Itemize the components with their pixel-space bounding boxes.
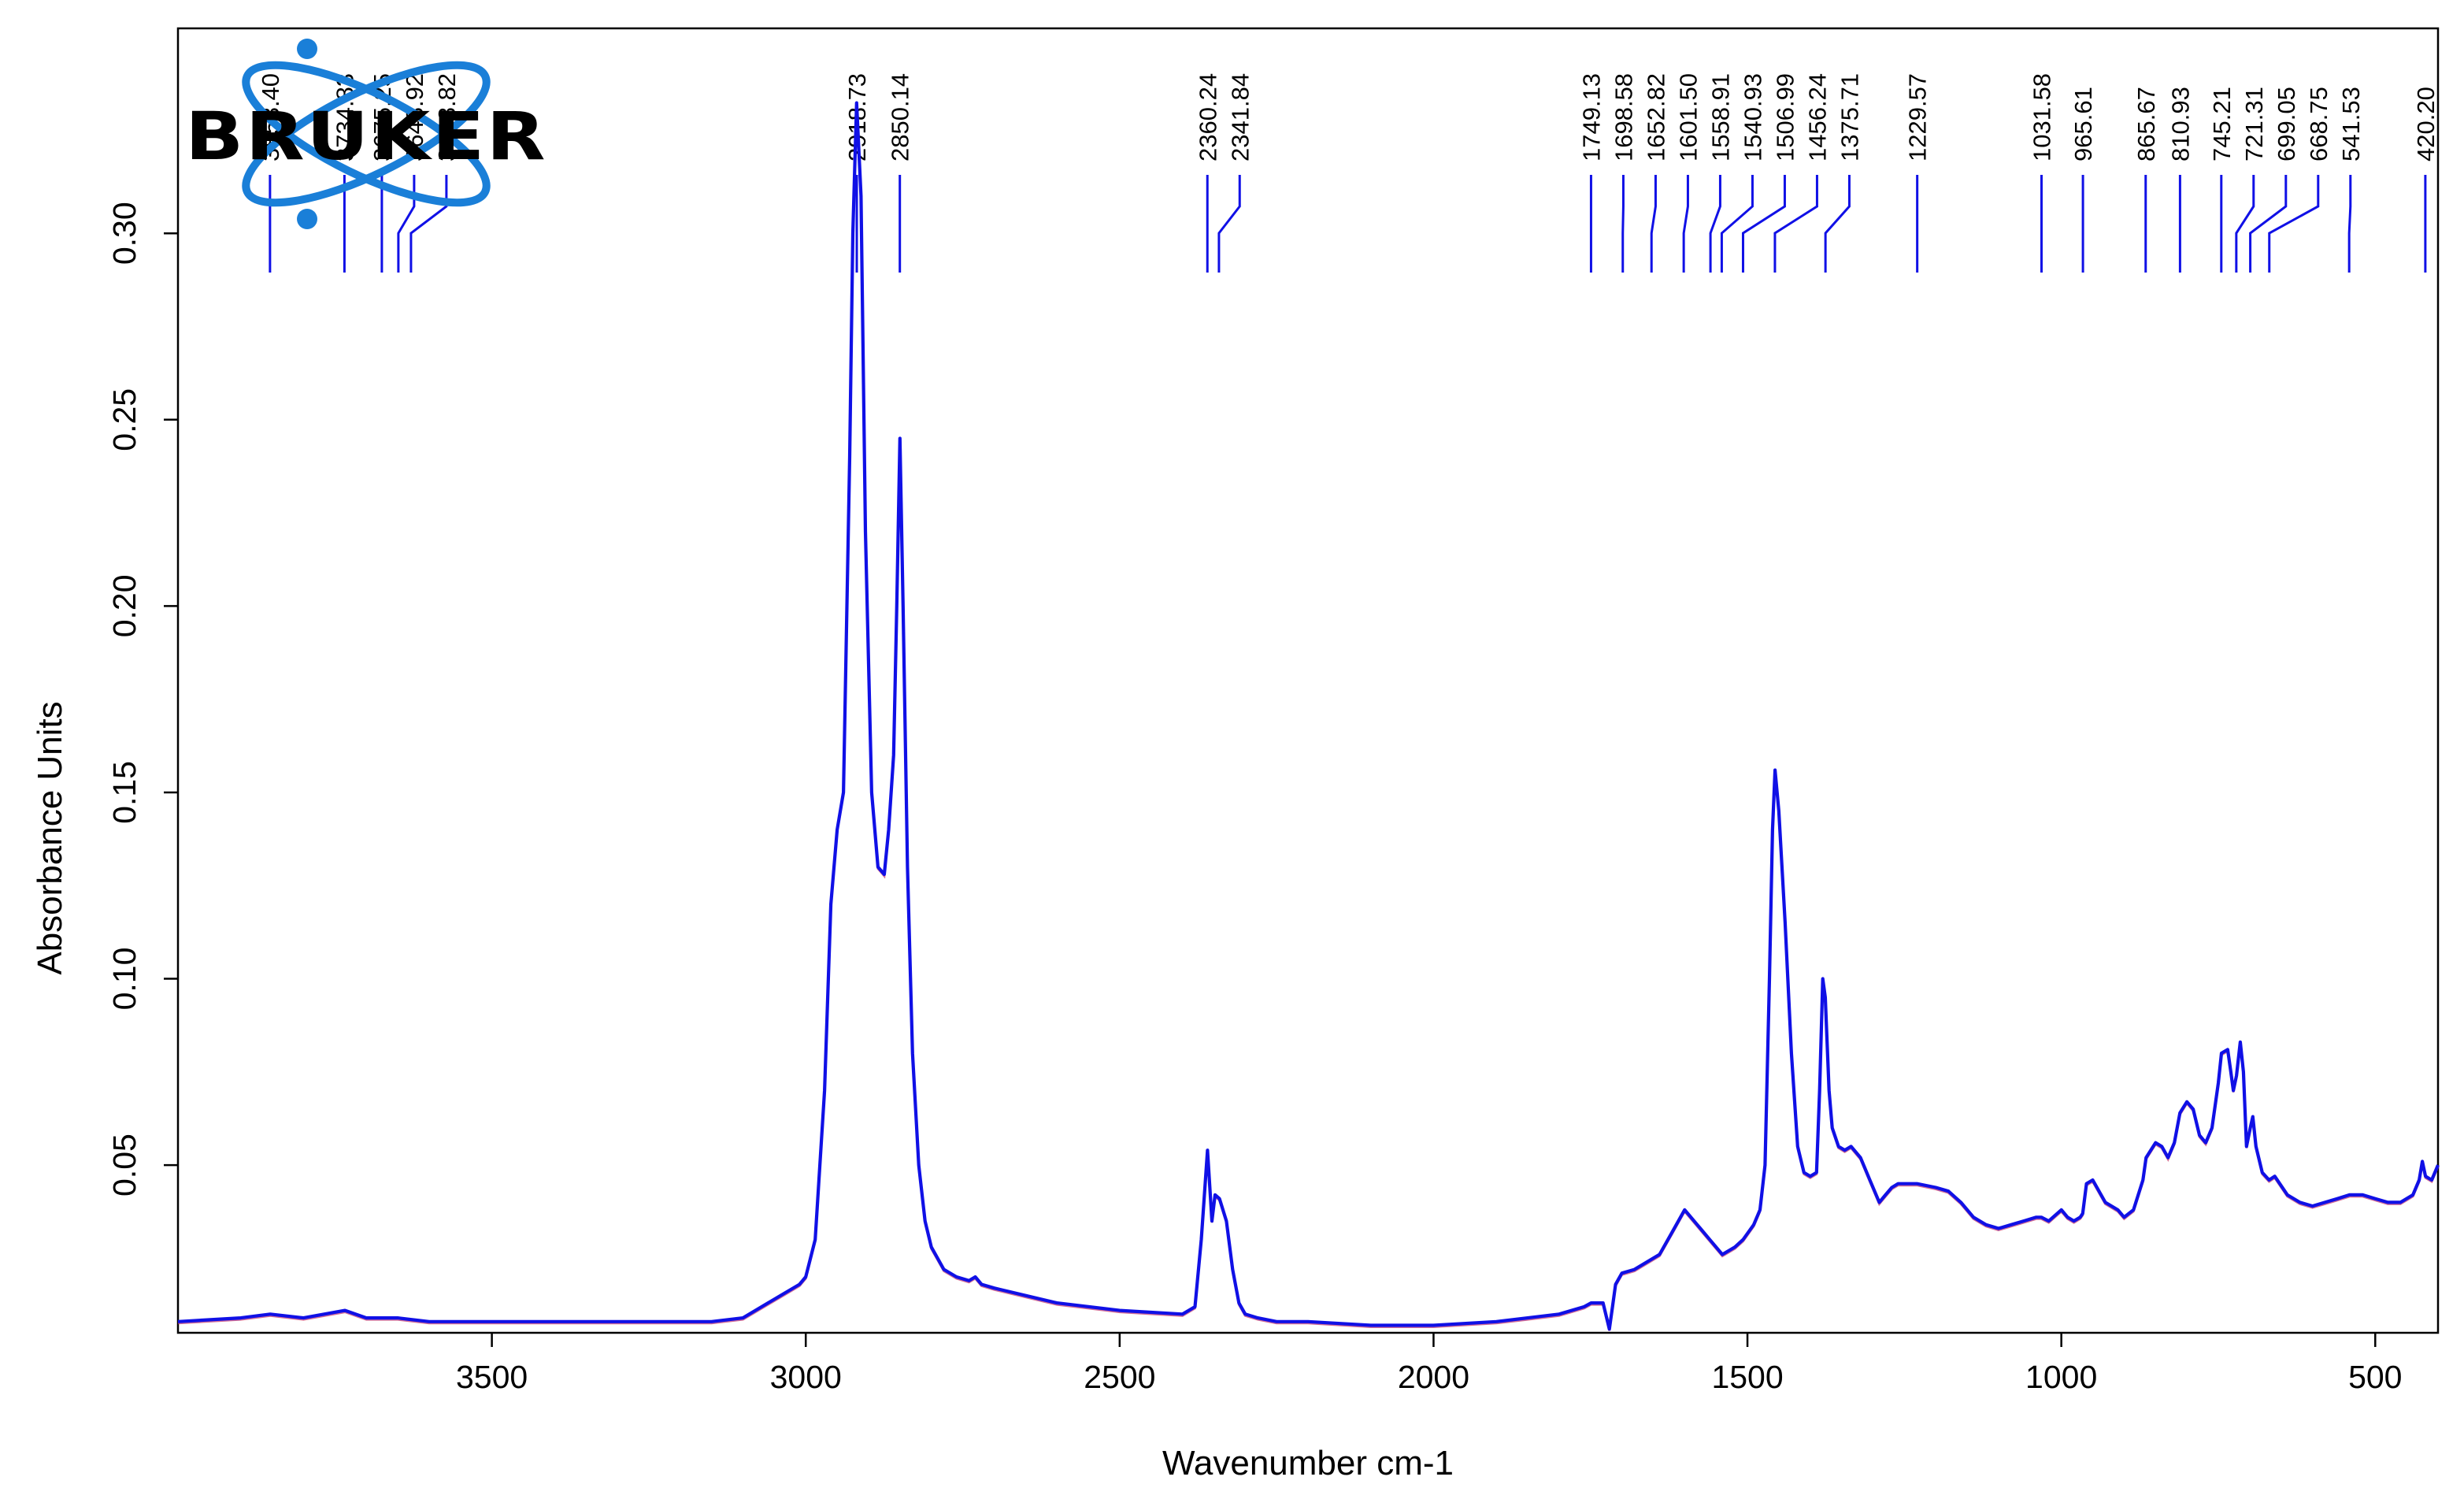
peak-marker-line bbox=[1709, 175, 1721, 273]
logo-text: BRUKER bbox=[185, 98, 547, 175]
peak-markers: 3853.40 3734.83 3675.25 3648.92 3628.82 2918.… bbox=[257, 73, 2440, 273]
peak-marker-line bbox=[1217, 175, 1241, 273]
peak-label: 1031.58 bbox=[2028, 73, 2055, 161]
peak-marker-line bbox=[1621, 175, 1625, 273]
x-tick-label: 3500 bbox=[456, 1359, 528, 1395]
y-tick-label: 0.15 bbox=[106, 761, 143, 824]
peak-label: 810.93 bbox=[2166, 87, 2194, 161]
peak-label: 745.21 bbox=[2208, 87, 2236, 161]
peak-label: 965.61 bbox=[2069, 87, 2097, 161]
y-tick-label: 0.10 bbox=[106, 948, 143, 1011]
peak-marker-line bbox=[397, 175, 416, 273]
peak-label: 1456.24 bbox=[1803, 73, 1831, 161]
peak-label: 1749.13 bbox=[1577, 73, 1605, 161]
peak-label: 541.53 bbox=[2337, 87, 2365, 161]
peak-marker-line bbox=[1741, 175, 1786, 273]
peak-marker-line bbox=[2268, 175, 2320, 273]
x-axis-title: Wavenumber cm-1 bbox=[1162, 1444, 1454, 1482]
peak-label: 1698.58 bbox=[1610, 73, 1637, 161]
peak-marker-line bbox=[2249, 175, 2288, 273]
peak-label: 2341.84 bbox=[1226, 73, 1254, 161]
peak-label: 865.67 bbox=[2132, 87, 2160, 161]
x-tick-label: 1000 bbox=[2025, 1359, 2097, 1395]
logo-orbit-ring bbox=[242, 61, 491, 207]
peak-label: 2850.14 bbox=[887, 73, 914, 161]
spectrum-line bbox=[177, 101, 2440, 1331]
x-tick-label: 2000 bbox=[1398, 1359, 1469, 1395]
peak-marker-line bbox=[1650, 175, 1657, 273]
plot-frame bbox=[176, 27, 2440, 1334]
y-axis: 0.05 0.10 0.15 0.20 0.25 0.30 bbox=[106, 202, 178, 1197]
peak-label: 721.31 bbox=[2240, 87, 2268, 161]
y-axis-title: Absorbance Units bbox=[31, 701, 69, 974]
peak-label: 2360.24 bbox=[1194, 73, 1221, 161]
peak-label: 1558.91 bbox=[1706, 73, 1734, 161]
y-tick-label: 0.25 bbox=[106, 388, 143, 451]
peak-marker-line bbox=[409, 175, 448, 273]
logo-electron bbox=[297, 39, 317, 59]
peak-label: 420.20 bbox=[2412, 87, 2440, 161]
peak-marker-line bbox=[1773, 175, 1818, 273]
peak-marker-line bbox=[2235, 175, 2255, 273]
y-tick-label: 0.05 bbox=[106, 1134, 143, 1197]
peak-label: 1601.50 bbox=[1674, 73, 1702, 161]
spectrum-line-shadow bbox=[177, 104, 2440, 1331]
peak-label: 668.75 bbox=[2305, 87, 2332, 161]
peak-label: 699.05 bbox=[2273, 87, 2300, 161]
peak-marker-line bbox=[1720, 175, 1754, 273]
peak-label: 1652.82 bbox=[1642, 73, 1669, 161]
peak-label: 1540.93 bbox=[1739, 73, 1766, 161]
x-axis: 3500 3000 2500 2000 1500 1000 500 bbox=[456, 1333, 2402, 1395]
peak-label: 1229.57 bbox=[1904, 73, 1932, 161]
x-tick-label: 1500 bbox=[1711, 1359, 1783, 1395]
logo-electron bbox=[297, 209, 317, 229]
peak-label: 1506.99 bbox=[1771, 73, 1799, 161]
peak-marker-line bbox=[2347, 175, 2352, 273]
peak-label: 1375.71 bbox=[1836, 73, 1863, 161]
y-tick-label: 0.30 bbox=[106, 202, 143, 265]
bruker-logo: BRUKER bbox=[185, 39, 547, 229]
y-tick-label: 0.20 bbox=[106, 574, 143, 637]
x-tick-label: 2500 bbox=[1084, 1359, 1155, 1395]
peak-marker-line bbox=[1824, 175, 1851, 273]
x-tick-label: 3000 bbox=[770, 1359, 842, 1395]
logo-orbit-ring bbox=[242, 61, 491, 207]
x-tick-label: 500 bbox=[2348, 1359, 2402, 1395]
peak-marker-line bbox=[1682, 175, 1689, 273]
